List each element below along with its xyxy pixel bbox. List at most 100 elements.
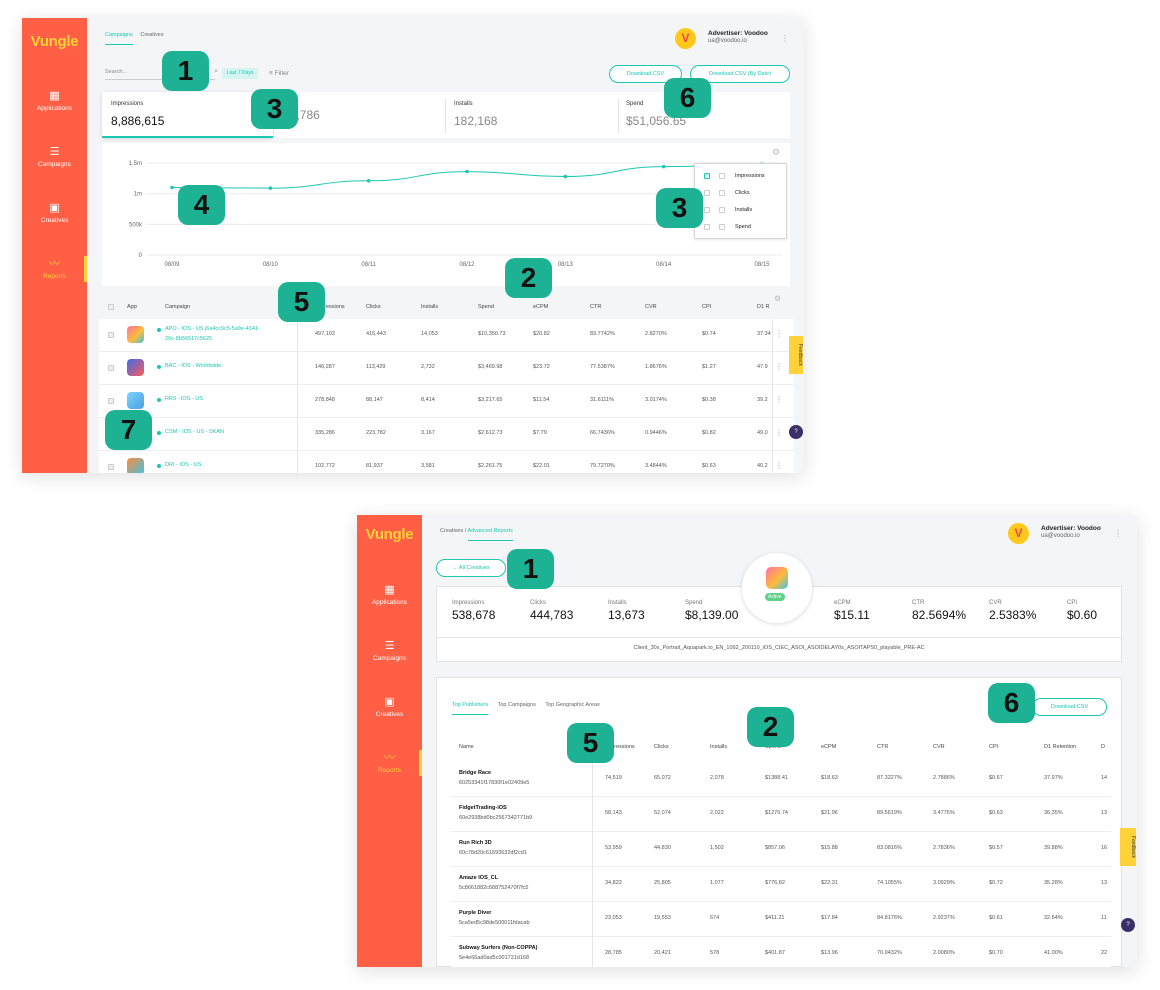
publisher-id: 60e2938bd0bc2567342771b9 — [459, 815, 533, 821]
all-creatives-button[interactable]: ← All Creatives — [436, 559, 506, 577]
publisher-name: Purple Diver — [459, 910, 492, 916]
cell-ctr: 70.9432% — [877, 950, 902, 956]
search-input[interactable]: Search... ⌕ — [105, 68, 218, 80]
checkbox-installs[interactable] — [704, 207, 710, 213]
campaign-name-cont[interactable]: 20c-8b56517c5625 — [165, 336, 213, 342]
col-impressions[interactable]: Impressions — [315, 304, 345, 310]
table-row: Bridge Race 60253341f17830f1e02409e5 74,51… — [451, 762, 1111, 797]
col-app[interactable]: App — [127, 304, 137, 310]
tab-creatives[interactable]: Creatives — [140, 32, 164, 38]
tab-top-publishers[interactable]: Top Publishers — [452, 702, 489, 715]
row-checkbox[interactable] — [108, 332, 114, 338]
col-d1-retention[interactable]: D1 Retention — [1044, 744, 1077, 750]
checkbox-installs-2[interactable] — [719, 207, 725, 213]
download-csv-button[interactable]: Download CSV — [609, 65, 682, 83]
tab-top-campaigns[interactable]: Top Campaigns — [497, 702, 536, 708]
row-kebab-icon[interactable]: ⋮ — [775, 428, 783, 437]
col-campaign[interactable]: Campaign — [165, 304, 191, 310]
checkbox-spend-2[interactable] — [719, 224, 725, 230]
cell-ecpm: $23.72 — [533, 364, 550, 370]
select-all-checkbox[interactable] — [108, 304, 114, 310]
table-settings-gear-icon[interactable]: ⚙ — [774, 294, 782, 303]
help-icon[interactable]: ? — [1121, 918, 1135, 932]
row-kebab-icon[interactable]: ⋮ — [775, 329, 783, 338]
download-csv-button[interactable]: Download CSV — [1032, 698, 1107, 716]
campaign-name[interactable]: RR3 - IOS - US — [165, 396, 203, 402]
campaign-link[interactable]: RR3 - IOS - US — [165, 394, 203, 404]
cell-ctr: 83.0816% — [877, 845, 902, 851]
col-ctr[interactable]: CTR — [877, 744, 889, 750]
filter-button[interactable]: ≡ Filter — [269, 70, 290, 77]
row-checkbox[interactable] — [108, 398, 114, 404]
col-spend[interactable]: Spend — [478, 304, 494, 310]
col-installs[interactable]: Installs — [710, 744, 728, 750]
download-csv-by-date-button[interactable]: Download CSV (By Date) — [690, 65, 790, 83]
status-dot — [157, 464, 161, 468]
checkbox-impressions[interactable]: ✓ — [704, 173, 710, 179]
col-name[interactable]: Name — [459, 744, 474, 750]
legend-impressions: Impressions — [735, 173, 765, 179]
tab-top-geographic-areas[interactable]: Top Geographic Areas — [545, 702, 600, 708]
nav-creatives[interactable]: ▣ Creatives — [22, 202, 87, 224]
cell-d1: 47.9 — [757, 364, 768, 370]
campaign-name[interactable]: APO - IOS - US j6a4cc9c5-5a9e-4141- — [165, 326, 260, 332]
help-icon[interactable]: ? — [789, 425, 803, 439]
col-cvr[interactable]: CVR — [645, 304, 657, 310]
cell-cpi: $0.63 — [702, 463, 716, 469]
col-cpi[interactable]: CPI — [989, 744, 999, 750]
publisher-id: 5e4e66ad0ad5c001721d168 — [459, 955, 530, 961]
campaign-link[interactable]: CSM - IOS - US - SKAN — [165, 427, 224, 437]
col-impressions[interactable]: Impressions — [605, 744, 635, 750]
chart-settings-gear-icon[interactable]: ⚙ — [772, 147, 781, 157]
col-clicks[interactable]: Clicks — [366, 304, 381, 310]
col-cvr[interactable]: CVR — [933, 744, 945, 750]
nav-reports[interactable]: 〰 Reports — [22, 258, 87, 280]
breadcrumb-creatives[interactable]: Creatives — [440, 528, 464, 534]
feedback-tab[interactable]: Feedback — [789, 336, 803, 374]
nav-applications[interactable]: ▦ Applications — [22, 90, 87, 112]
chart-icon: 〰 — [384, 752, 395, 764]
nav-campaigns[interactable]: ☰ Campaigns — [22, 146, 87, 168]
stat-installs[interactable]: Installs 182,168 — [454, 101, 498, 128]
date-range-chip[interactable]: Last 7 Days — [222, 68, 259, 79]
checkbox-clicks[interactable] — [704, 190, 710, 196]
col-cpi[interactable]: CPI — [702, 304, 712, 310]
campaign-link[interactable]: APO - IOS - US j6a4cc9c5-5a9e-4141- 20c-8… — [165, 324, 260, 344]
checkbox-clicks-2[interactable] — [719, 190, 725, 196]
row-kebab-icon[interactable]: ⋮ — [775, 362, 783, 371]
row-checkbox[interactable] — [108, 464, 114, 470]
data-point — [661, 164, 666, 169]
nav-campaigns[interactable]: ☰ Campaigns — [357, 640, 422, 662]
cell-ecpm: $13.96 — [821, 950, 838, 956]
nav-creatives[interactable]: ▣ Creatives — [357, 696, 422, 718]
col-d1-retention[interactable]: D1 R — [757, 304, 770, 310]
nav-applications[interactable]: ▦ Applications — [357, 584, 422, 606]
nav-reports[interactable]: 〰 Reports — [357, 752, 422, 774]
kebab-menu-icon[interactable]: ⋮ — [781, 34, 789, 43]
checkbox-spend[interactable] — [704, 224, 710, 230]
col-clicks[interactable]: Clicks — [654, 744, 669, 750]
campaign-name[interactable]: DRI - IOS - US — [165, 462, 202, 468]
col-installs[interactable]: Installs — [421, 304, 439, 310]
campaign-name[interactable]: BAC - IOS - Worldwide — [165, 363, 222, 369]
row-checkbox[interactable] — [108, 365, 114, 371]
campaign-link[interactable]: DRI - IOS - US — [165, 460, 201, 470]
app-icon — [127, 458, 144, 473]
campaign-link[interactable]: BAC - IOS - Worldwide — [165, 361, 221, 371]
campaign-name[interactable]: CSM - IOS - US - SKAN — [165, 429, 224, 435]
row-kebab-icon[interactable]: ⋮ — [775, 461, 783, 470]
stat-impressions-selected[interactable] — [102, 92, 273, 138]
col-ecpm[interactable]: eCPM — [821, 744, 837, 750]
col-spend[interactable]: Spend — [765, 744, 781, 750]
x-tick-label: 08/11 — [361, 262, 376, 268]
row-kebab-icon[interactable]: ⋮ — [775, 395, 783, 404]
tab-campaigns[interactable]: Campaigns — [105, 32, 133, 45]
col-ctr[interactable]: CTR — [590, 304, 602, 310]
x-tick-label: 08/12 — [459, 262, 475, 268]
feedback-tab[interactable]: Feedback — [1120, 828, 1136, 866]
kebab-menu-icon[interactable]: ⋮ — [1114, 529, 1122, 538]
col-d3-retention[interactable]: D — [1101, 744, 1105, 750]
col-ecpm[interactable]: eCPM — [533, 304, 549, 310]
checkbox-impressions-2[interactable] — [719, 173, 725, 179]
status-dot — [157, 431, 161, 435]
